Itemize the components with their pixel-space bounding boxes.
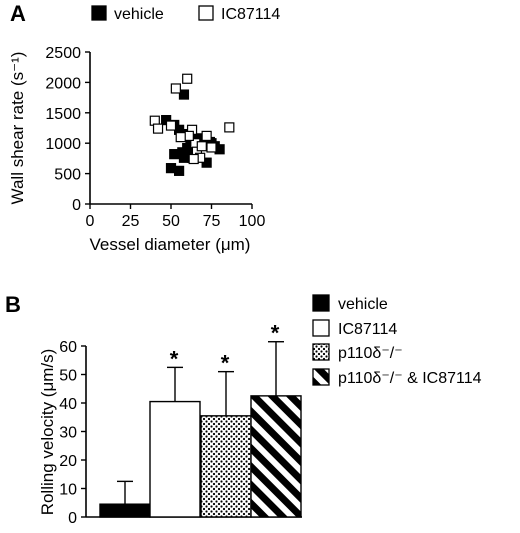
bar-y-tick-label: 60: [59, 339, 77, 356]
bar-y-axis-label: Rolling velocity (μm/s): [38, 349, 57, 516]
scatter-y-tick-label: 1500: [45, 106, 81, 123]
scatter-legend-swatch: [198, 5, 214, 21]
scatter-point-ic87114: [201, 130, 212, 142]
bar-y-tick-label: 0: [68, 510, 77, 527]
bar-legend-swatch: [312, 368, 330, 386]
scatter-point-ic87114: [224, 122, 235, 133]
bar-legend-swatch: [312, 319, 330, 337]
scatter-y-tick-label: 2500: [45, 45, 81, 62]
scatter-x-tick-label: 100: [239, 213, 266, 230]
scatter-y-tick-label: 0: [72, 197, 81, 214]
scatter-point-ic87114: [182, 73, 193, 84]
bar-significance-star: *: [271, 321, 280, 346]
scatter-y-tick-label: 1000: [45, 136, 81, 153]
bar: [99, 503, 151, 518]
scatter-point-ic87114: [188, 153, 199, 165]
panel-a-label: A: [10, 1, 26, 26]
bar-y-tick-label: 30: [59, 425, 77, 442]
scatter-x-tick-label: 25: [122, 213, 140, 230]
bar-y-tick-label: 50: [59, 368, 77, 385]
bar-legend: vehicle IC87114 p110δ⁻/⁻ p110δ⁻/⁻ & IC87114: [312, 294, 482, 387]
panel-b-label: B: [5, 292, 21, 317]
bar-marks: * * *: [99, 321, 302, 518]
bar-significance-star: *: [170, 346, 179, 371]
scatter-point-vehicle: [174, 165, 185, 176]
bar-y-tick-label: 40: [59, 396, 77, 413]
bar: [200, 415, 252, 518]
scatter-points: [149, 73, 235, 176]
scatter-y-tick-label: 2000: [45, 75, 81, 92]
bar-y-tick-label: 20: [59, 453, 77, 470]
bar-legend-label: IC87114: [338, 321, 397, 338]
scatter-legend: vehicle IC87114: [91, 5, 280, 23]
scatter-x-tick-label: 0: [86, 213, 95, 230]
scatter-point-ic87114: [196, 141, 207, 152]
scatter-point-ic87114: [175, 132, 186, 143]
scatter-legend-label: IC87114: [221, 6, 280, 23]
panel-b: B vehicle IC87114 p110δ⁻/⁻ p110δ⁻/⁻ & IC871…: [5, 292, 482, 527]
panel-a: A vehicle IC87114 0 25 50 75 1000500100015002…: [8, 1, 280, 254]
scatter-point-vehicle: [169, 149, 180, 160]
scatter-point-vehicle: [178, 89, 190, 100]
scatter-x-tick-label: 75: [203, 213, 221, 230]
bar-legend-swatch: [312, 343, 330, 361]
bar: [250, 395, 302, 518]
bar: [149, 400, 201, 518]
bar-legend-label: p110δ⁻/⁻ & IC87114: [338, 370, 482, 387]
bar-y-tick-label: 10: [59, 482, 77, 499]
bar-significance-star: *: [221, 351, 230, 376]
scatter-legend-label: vehicle: [114, 6, 164, 23]
scatter-point-ic87114: [165, 120, 177, 131]
scatter-y-tick-label: 500: [54, 167, 81, 184]
scatter-x-tick-label: 50: [162, 213, 180, 230]
scatter-point-ic87114: [152, 123, 164, 134]
bar-legend-label: vehicle: [338, 296, 388, 313]
bar-legend-label: p110δ⁻/⁻: [338, 345, 403, 362]
scatter-x-axis-label: Vessel diameter (μm): [90, 235, 251, 254]
scatter-legend-swatch: [91, 5, 107, 21]
scatter-y-axis-label: Wall shear rate (s⁻¹): [8, 52, 27, 205]
scatter-point-ic87114: [206, 142, 217, 153]
scatter-point-ic87114: [170, 83, 181, 94]
bar-legend-swatch: [312, 294, 330, 312]
